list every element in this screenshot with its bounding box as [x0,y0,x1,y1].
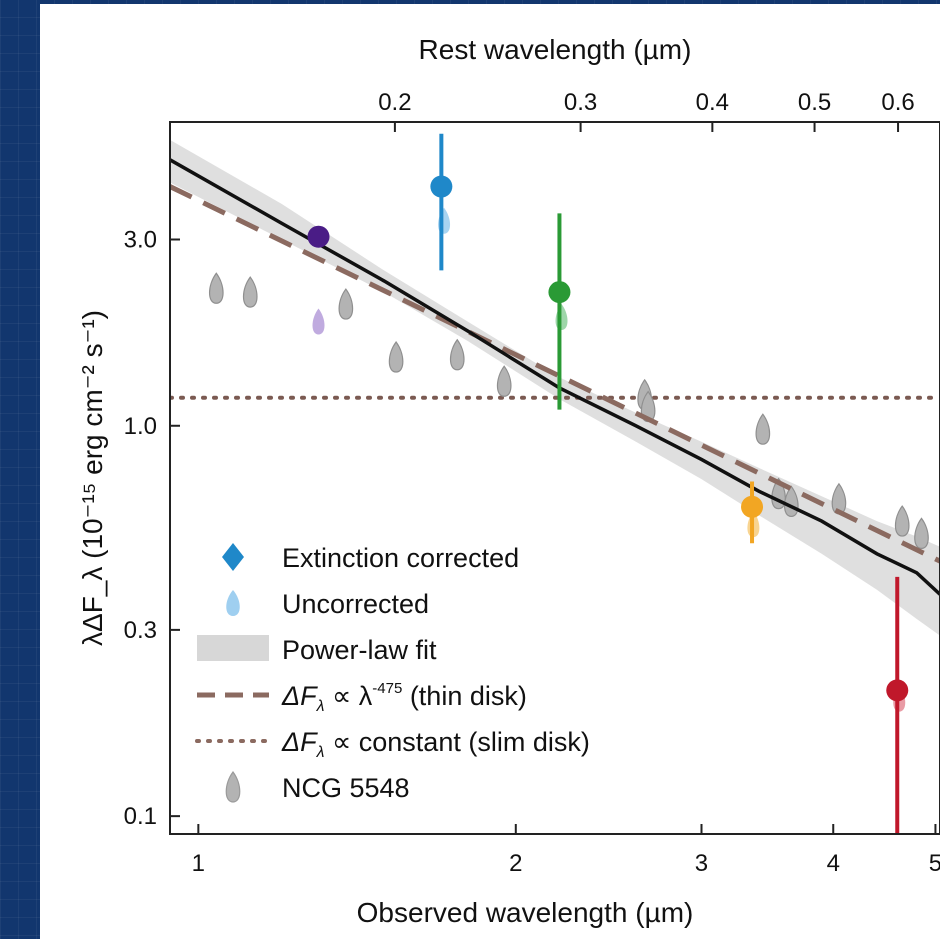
legend-label: ΔFλ ∝ constant (slim disk) [281,727,590,761]
legend-label-sub: λ [316,698,325,715]
legend-label: Uncorrected [282,589,429,619]
extinction-corrected-point [307,225,330,248]
legend-item: NCG 5548 [225,770,410,803]
y-axis-title: λΔF_λ (10⁻¹⁵ erg cm⁻² s⁻¹) [77,310,108,646]
extinction-corrected-point [548,281,571,304]
extinction-corrected-point [741,495,764,518]
legend-label: Power-law fit [282,635,437,665]
legend-label-suffix: (thin disk) [402,681,527,711]
legend-item: ΔFλ ∝ λ-475 (thin disk) [197,680,527,715]
ngc5548-point [242,276,258,308]
legend-label-prefix: ΔF [281,727,318,757]
legend-label: ΔFλ ∝ λ-475 (thin disk) [281,680,527,715]
legend-label-sub: λ [316,744,325,761]
y-tick-label: 0.1 [124,803,157,830]
thin-disk-line [170,184,940,564]
legend-item: Power-law fit [197,635,437,665]
power-law-fit-band [170,139,940,636]
legend-item: ΔFλ ∝ constant (slim disk) [195,727,590,761]
uncorrected-point [312,308,325,335]
legend-marker-band [197,635,269,661]
extinction-corrected-point [430,175,453,198]
axes-box [169,121,940,835]
legend-marker-ngc [225,770,241,803]
chart-svg: 1 2 3 4 5 0.2 0.3 0.4 0.5 0.6 0.1 0.3 1.0 3.0 Observed… [77,34,940,928]
figure-panel: 1 2 3 4 5 0.2 0.3 0.4 0.5 0.6 0.1 0.3 1.0 3.0 Observed… [40,4,940,939]
top-axis-title: Rest wavelength (µm) [419,34,692,65]
ngc5548-point [914,517,929,550]
x-tick-label: 1 [192,850,205,877]
y-tick-label: 3.0 [124,227,157,254]
ngc5548-point [208,272,224,304]
legend-item: Extinction corrected [222,543,519,573]
x-tick-label: 3 [695,850,708,877]
x-axis-title: Observed wavelength (µm) [357,897,694,928]
ngc5548-point [338,288,354,320]
legend-label-prefix: ΔF [281,681,318,711]
legend-label: Extinction corrected [282,543,519,573]
top-tick-label: 0.2 [378,89,411,116]
y-tick-label: 1.0 [124,413,157,440]
legend-label-mid: ∝ constant (slim disk) [324,727,589,757]
legend-marker-uncorrected [226,590,240,616]
x-tick-label: 4 [827,850,840,877]
ngc5548-point [496,365,512,397]
legend-label: NCG 5548 [282,773,410,803]
power-law-fit-line [170,158,940,596]
legend-item: Uncorrected [226,589,429,619]
ngc5548-point [388,341,404,373]
x-tick-label: 5 [929,850,940,877]
ngc5548-point [894,505,910,537]
top-tick-label: 0.5 [798,89,831,116]
ngc5548-point [449,338,465,371]
extinction-corrected-point [886,679,909,702]
legend-label-mid: ∝ λ [324,681,372,711]
top-tick-label: 0.4 [696,89,729,116]
plot-layer [170,133,940,834]
top-tick-label: 0.6 [881,89,914,116]
uncorrected-point [555,303,568,330]
legend-label-sup: -475 [372,680,402,697]
legend-marker-corrected [222,543,244,571]
top-tick-label: 0.3 [564,89,597,116]
ngc5548-point [755,413,771,445]
x-tick-label: 2 [509,850,522,877]
y-tick-label: 0.3 [124,617,157,644]
